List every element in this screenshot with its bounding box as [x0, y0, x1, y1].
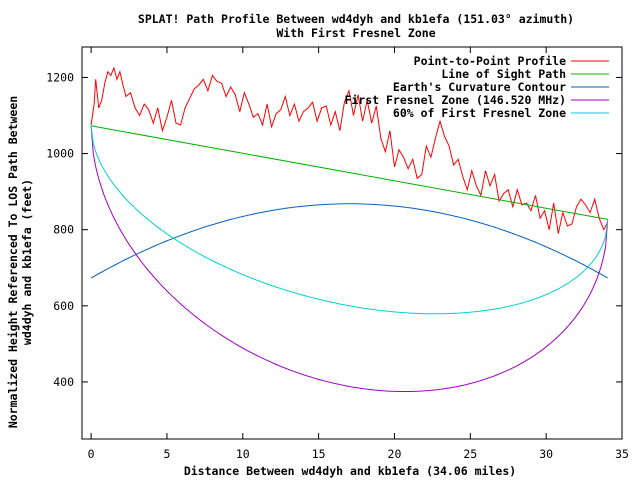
legend-label-3: First Fresnel Zone (146.520 MHz)	[344, 93, 566, 107]
series-line-4	[90, 125, 609, 315]
x-tick-label: 25	[463, 447, 477, 461]
y-axis-label-line1: Normalized Height Referenced To LOS Path…	[6, 96, 20, 428]
axis-ticks: 0 5 10 15 20 25 30 35 400 600 800 1000 1200	[46, 47, 629, 461]
chart-title-line1: SPLAT! Path Profile Between wd4dyh and k…	[138, 12, 574, 26]
legend-label-4: 60% of First Fresnel Zone	[393, 106, 566, 120]
y-tick-label: 1000	[46, 147, 74, 161]
x-tick-label: 10	[236, 447, 250, 461]
y-tick-label: 400	[53, 375, 74, 389]
x-tick-label: 0	[88, 447, 95, 461]
y-tick-label: 1200	[46, 70, 74, 84]
x-tick-label: 5	[163, 447, 170, 461]
legend-label-1: Line of Sight Path	[441, 67, 566, 81]
x-tick-label: 30	[539, 447, 553, 461]
series-line-0	[90, 66, 609, 234]
series-line-3	[90, 125, 609, 392]
y-tick-label: 600	[53, 299, 74, 313]
chart-title-line2: With First Fresnel Zone	[276, 26, 435, 40]
x-axis-label: Distance Between wd4dyh and kb1efa (34.0…	[184, 464, 516, 478]
x-tick-label: 15	[312, 447, 326, 461]
x-tick-label: 35	[615, 447, 629, 461]
plot-lines	[90, 66, 609, 392]
y-tick-label: 800	[53, 223, 74, 237]
series-line-2	[90, 203, 608, 279]
series-line-1	[91, 125, 608, 220]
legend-label-2: Earth's Curvature Contour	[393, 80, 566, 94]
plot-frame	[81, 46, 623, 440]
x-tick-label: 20	[388, 447, 402, 461]
legend-label-0: Point-to-Point Profile	[414, 54, 566, 68]
y-axis-label-line2: wd4dyh and kb1efa (feet)	[20, 179, 34, 345]
